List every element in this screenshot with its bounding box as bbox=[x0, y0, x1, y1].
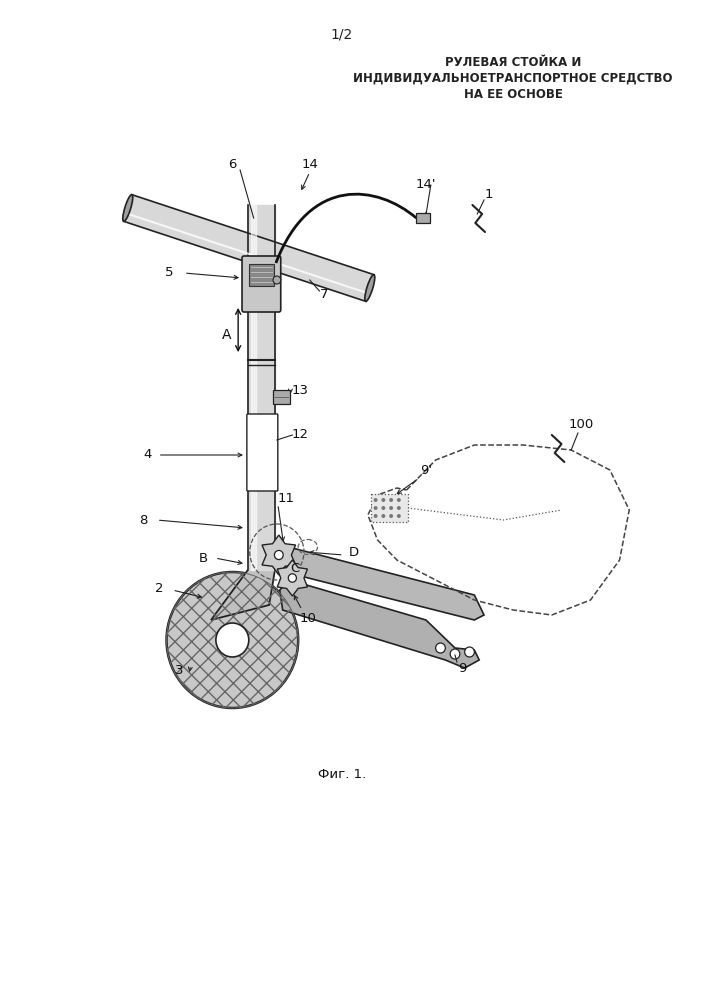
Text: 9: 9 bbox=[459, 662, 467, 674]
Circle shape bbox=[381, 498, 385, 502]
Text: НА ЕЕ ОСНОВЕ: НА ЕЕ ОСНОВЕ bbox=[464, 88, 563, 101]
Polygon shape bbox=[280, 580, 479, 668]
Text: 100: 100 bbox=[568, 418, 593, 432]
Text: 1/2: 1/2 bbox=[331, 28, 353, 42]
Text: 1: 1 bbox=[484, 188, 493, 202]
Circle shape bbox=[397, 506, 401, 510]
Circle shape bbox=[374, 506, 378, 510]
Ellipse shape bbox=[123, 195, 133, 221]
Polygon shape bbox=[211, 570, 275, 620]
Circle shape bbox=[389, 506, 393, 510]
Text: 2: 2 bbox=[156, 582, 164, 594]
Polygon shape bbox=[262, 535, 296, 575]
Text: 10: 10 bbox=[299, 611, 316, 624]
Ellipse shape bbox=[365, 275, 375, 301]
Text: 9': 9' bbox=[420, 464, 432, 477]
Circle shape bbox=[274, 550, 284, 560]
Circle shape bbox=[288, 574, 296, 582]
Bar bbox=[416, 213, 430, 223]
Circle shape bbox=[397, 514, 401, 518]
Text: 6: 6 bbox=[228, 158, 237, 172]
Text: A: A bbox=[222, 328, 231, 342]
Circle shape bbox=[389, 498, 393, 502]
Polygon shape bbox=[280, 548, 484, 620]
Circle shape bbox=[397, 498, 401, 502]
Text: 14': 14' bbox=[416, 178, 436, 192]
Text: ИНДИВИДУАЛЬНОЕТРАНСПОРТНОЕ СРЕДСТВО: ИНДИВИДУАЛЬНОЕТРАНСПОРТНОЕ СРЕДСТВО bbox=[354, 72, 673, 85]
Text: 3: 3 bbox=[175, 664, 183, 676]
Circle shape bbox=[381, 506, 385, 510]
Circle shape bbox=[389, 514, 393, 518]
Bar bbox=[370, 494, 407, 522]
Text: 13: 13 bbox=[291, 383, 308, 396]
Circle shape bbox=[374, 498, 378, 502]
Text: 7: 7 bbox=[320, 288, 329, 302]
Text: Фиг. 1.: Фиг. 1. bbox=[317, 768, 366, 782]
Circle shape bbox=[381, 514, 385, 518]
Text: B: B bbox=[199, 552, 208, 564]
Circle shape bbox=[450, 649, 460, 659]
Circle shape bbox=[216, 623, 249, 657]
Circle shape bbox=[436, 643, 445, 653]
Text: 12: 12 bbox=[291, 428, 308, 442]
Text: 11: 11 bbox=[277, 491, 294, 504]
Text: 14: 14 bbox=[301, 158, 318, 172]
FancyBboxPatch shape bbox=[247, 414, 278, 491]
Text: D: D bbox=[349, 546, 358, 558]
Bar bbox=[273, 390, 291, 404]
Circle shape bbox=[167, 572, 298, 708]
Text: РУЛЕВАЯ СТОЙКА И: РУЛЕВАЯ СТОЙКА И bbox=[445, 55, 581, 68]
FancyBboxPatch shape bbox=[242, 256, 281, 312]
Circle shape bbox=[273, 276, 281, 284]
Circle shape bbox=[374, 514, 378, 518]
Bar bbox=[249, 264, 274, 286]
Polygon shape bbox=[124, 195, 374, 301]
Text: 5: 5 bbox=[165, 266, 174, 279]
Text: 8: 8 bbox=[139, 514, 148, 526]
Text: 4: 4 bbox=[143, 448, 151, 462]
Polygon shape bbox=[277, 560, 308, 596]
Text: C: C bbox=[291, 562, 300, 574]
Circle shape bbox=[464, 647, 474, 657]
